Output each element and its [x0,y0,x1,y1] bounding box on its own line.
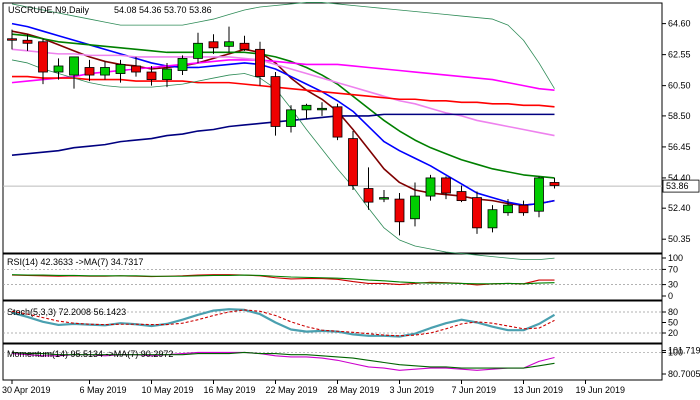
candle-body [332,106,343,138]
price-tick-label: 58.50 [668,111,691,121]
price-overlays [11,2,555,261]
price-tick-label: 64.60 [668,19,691,29]
x-tick-label: 22 May 2019 [266,385,318,395]
indicator-tick-label: 0 [668,291,673,301]
last-price-tag [662,179,700,193]
indicator-tick-label: 50 [668,318,678,328]
candle-body [286,109,296,127]
candle-body [239,42,250,50]
indicator-tick-label: 70 [668,264,678,274]
x-tick-label: 13 Jun 2019 [514,385,564,395]
price-tick-label: 50.35 [668,234,691,244]
candle-body [162,68,172,80]
candle-body [425,177,436,197]
candle-body [69,56,79,76]
candle-body [441,177,451,194]
candle-body [487,209,498,229]
indicator-series-line [11,308,556,338]
candle-body [193,42,203,59]
candle-body [503,204,513,214]
candle-body [224,41,234,47]
price-overlay-line [12,75,555,108]
price-tick-label: 60.50 [668,81,691,91]
x-tick-label: 7 Jun 2019 [452,385,497,395]
rsi-label: RSI(14) 42.3633 ->MA(7) 34.7317 [7,257,143,267]
candle-body [518,204,529,214]
candle-body [131,65,141,73]
price-overlay-line [11,2,555,89]
indicator-tick-label: 80.7005 [668,369,700,379]
candle-body [53,65,64,73]
indicator-tick-label: 101.7196 [668,346,700,356]
candle-body [177,58,188,71]
stoch-label: Stoch(5,3,3) 72.2008 56.1423 [7,307,126,317]
candle-body [115,64,126,74]
x-tick-label: 19 Jun 2019 [576,385,626,395]
x-tick-label: 28 May 2019 [328,385,380,395]
price-overlay-line [11,33,555,179]
candle-body [410,195,420,220]
panel-frame [2,2,663,254]
chart-symbol-title: USCRUDE,N9,Daily [8,5,90,15]
candle-body [7,38,17,41]
indicator-series-line [11,274,555,285]
price-tick-label: 62.55 [668,50,691,60]
candle-body [317,107,327,111]
candle-body [363,188,374,203]
candle-body [394,198,405,223]
x-tick-label: 10 May 2019 [142,385,194,395]
indicator-tick-label: 30 [668,280,678,290]
x-tick-label: 30 Apr 2019 [2,385,51,395]
candle-body [348,138,358,186]
price-tick-label: 56.45 [668,142,691,152]
price-overlay-line [11,22,555,206]
price-overlay-line [11,30,555,206]
indicator-series-line [11,309,555,337]
price-tick-label: 54.40 [668,173,691,183]
candle-body [301,104,312,111]
indicator-series-line [11,351,555,371]
candle-body [100,67,110,76]
price-candles [7,26,560,236]
x-tick-label: 16 May 2019 [204,385,256,395]
indicator-tick-label: 20 [668,328,678,338]
chart-ohlc-readout: 54.08 54.36 53.70 53.86 [114,5,212,15]
price-overlay-line [11,59,555,261]
candle-body [208,41,219,49]
price-overlay-line [11,113,555,157]
price-tick-label: 52.40 [668,203,691,213]
x-tick-label: 3 Jun 2019 [390,385,435,395]
candle-body [379,197,389,200]
candle-body [22,39,33,44]
last-price-label: 53.86 [666,181,689,191]
indicator-tick-label: 100 [668,347,683,357]
indicator-tick-label: 100 [668,253,683,263]
momentum-label: Momentum(14) 95.5134 ->MA(7) 90.2972 [7,349,173,359]
candle-body [38,41,48,73]
indicator-lines [11,274,556,371]
candle-body [456,191,467,202]
candle-body [472,197,482,229]
x-tick-label: 6 May 2019 [80,385,127,395]
price-overlay-line [11,48,555,137]
indicator-series-line [11,351,555,369]
candle-body [270,76,281,127]
candle-body [534,177,544,212]
indicator-tick-label: 80 [668,307,678,317]
candle-body [146,71,157,80]
panel-frame [2,253,663,301]
candle-body [255,48,265,77]
candle-body [84,67,95,76]
candle-body [549,182,560,186]
